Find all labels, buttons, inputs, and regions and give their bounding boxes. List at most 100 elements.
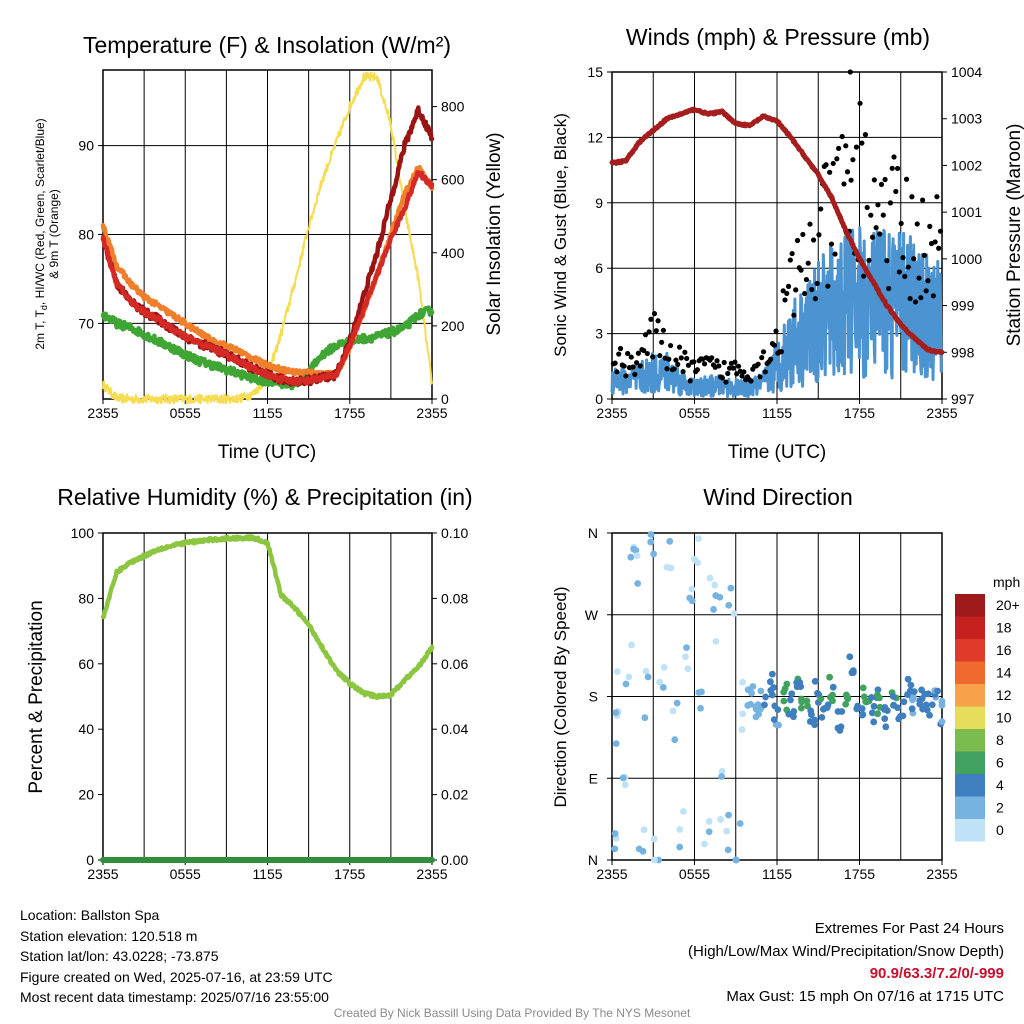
gust-point bbox=[905, 264, 911, 270]
gust-point bbox=[918, 295, 924, 301]
gust-point bbox=[651, 311, 658, 317]
x-tick-label: 1155 bbox=[762, 866, 792, 882]
direction-point bbox=[630, 545, 638, 553]
direction-point bbox=[725, 811, 732, 819]
direction-point bbox=[904, 675, 912, 683]
direction-point bbox=[788, 690, 796, 698]
direction-point bbox=[928, 701, 936, 709]
gust-point bbox=[814, 280, 820, 287]
direction-point bbox=[908, 705, 916, 713]
direction-left-label: Direction (Colored By Speed) bbox=[551, 586, 570, 807]
gust-point bbox=[871, 177, 877, 183]
legend-label: 8 bbox=[996, 732, 1004, 748]
gust-point bbox=[666, 356, 672, 362]
gust-point bbox=[637, 363, 643, 369]
gust-point bbox=[828, 241, 835, 247]
direction-point bbox=[730, 610, 738, 617]
direction-point bbox=[771, 702, 779, 710]
y2-tick-label: 0.06 bbox=[441, 656, 468, 672]
gust-point bbox=[812, 296, 818, 302]
direction-point bbox=[787, 696, 794, 704]
extremes-subheading: (High/Low/Max Wind/Precipitation/Snow De… bbox=[688, 942, 1004, 960]
gust-point bbox=[659, 339, 665, 345]
gust-point bbox=[778, 349, 785, 355]
direction-point bbox=[619, 774, 627, 782]
direction-point bbox=[752, 713, 760, 721]
gust-point bbox=[834, 156, 840, 162]
direction-point bbox=[650, 835, 658, 843]
gust-point bbox=[768, 356, 774, 362]
gust-point bbox=[807, 221, 813, 227]
legend-label: 16 bbox=[996, 642, 1012, 658]
direction-point bbox=[807, 711, 815, 719]
x-tick-label: 2355 bbox=[416, 866, 447, 882]
x-tick-label: 2355 bbox=[87, 405, 118, 421]
gust-point bbox=[660, 327, 667, 333]
gust-point bbox=[725, 370, 731, 377]
gust-point bbox=[853, 144, 860, 150]
direction-point bbox=[739, 710, 747, 718]
gust-point bbox=[709, 355, 715, 361]
direction-point bbox=[867, 693, 875, 701]
direction-point bbox=[824, 701, 832, 709]
direction-point bbox=[910, 693, 917, 701]
direction-point bbox=[640, 826, 648, 834]
dewpoint-line bbox=[100, 305, 435, 391]
direction-point bbox=[716, 593, 724, 601]
direction-point bbox=[650, 856, 658, 864]
gust-point bbox=[701, 361, 708, 367]
gust-point bbox=[642, 332, 649, 338]
y2-tick-label: 1004 bbox=[951, 64, 982, 80]
direction-point bbox=[666, 537, 674, 545]
humidity-title: Relative Humidity (%) & Precipitation (i… bbox=[57, 484, 472, 510]
gust-point bbox=[841, 181, 847, 187]
direction-point bbox=[627, 553, 635, 561]
direction-point bbox=[790, 708, 798, 715]
gust-point bbox=[932, 239, 938, 245]
direction-point bbox=[859, 684, 867, 692]
gust-point bbox=[936, 245, 942, 251]
gust-point bbox=[903, 176, 910, 182]
gust-point bbox=[735, 363, 742, 369]
gust-point bbox=[655, 318, 661, 324]
legend-swatch bbox=[955, 594, 985, 617]
direction-point bbox=[811, 716, 818, 724]
speed-legend bbox=[955, 594, 985, 842]
y-tick-label: 0 bbox=[86, 852, 94, 868]
direction-point bbox=[694, 559, 702, 566]
gust-point bbox=[864, 204, 870, 211]
gust-point bbox=[937, 228, 944, 234]
direction-point bbox=[611, 830, 619, 837]
temperature-title: Temperature (F) & Insolation (W/m²) bbox=[83, 32, 451, 58]
direction-point bbox=[688, 597, 696, 605]
direction-point bbox=[633, 552, 641, 560]
legend-label: 2 bbox=[996, 800, 1004, 816]
gust-point bbox=[923, 288, 929, 294]
gust-point bbox=[810, 237, 817, 243]
gust-point bbox=[648, 316, 654, 322]
gust-point bbox=[739, 373, 745, 379]
gust-point bbox=[791, 312, 797, 318]
gust-point bbox=[911, 256, 917, 262]
gust-point bbox=[716, 363, 722, 369]
direction-point bbox=[673, 699, 681, 707]
y2-tick-label: 999 bbox=[951, 298, 975, 314]
direction-point bbox=[899, 712, 907, 720]
gust-point bbox=[832, 251, 838, 257]
gust-point bbox=[893, 188, 899, 195]
direction-point bbox=[706, 574, 714, 582]
gust-point bbox=[678, 355, 684, 361]
gust-point bbox=[887, 200, 894, 206]
direction-point bbox=[873, 691, 881, 699]
temp-2m-line bbox=[100, 169, 435, 386]
humidity-left-label: Percent & Precipitation bbox=[26, 600, 47, 793]
gust-point bbox=[818, 206, 824, 212]
gust-point bbox=[646, 329, 652, 335]
direction-point bbox=[642, 667, 650, 675]
gust-point bbox=[748, 378, 754, 384]
x-tick-label: 1155 bbox=[762, 405, 792, 421]
gust-point bbox=[907, 295, 913, 302]
gust-point bbox=[732, 359, 738, 365]
direction-point bbox=[695, 535, 702, 543]
